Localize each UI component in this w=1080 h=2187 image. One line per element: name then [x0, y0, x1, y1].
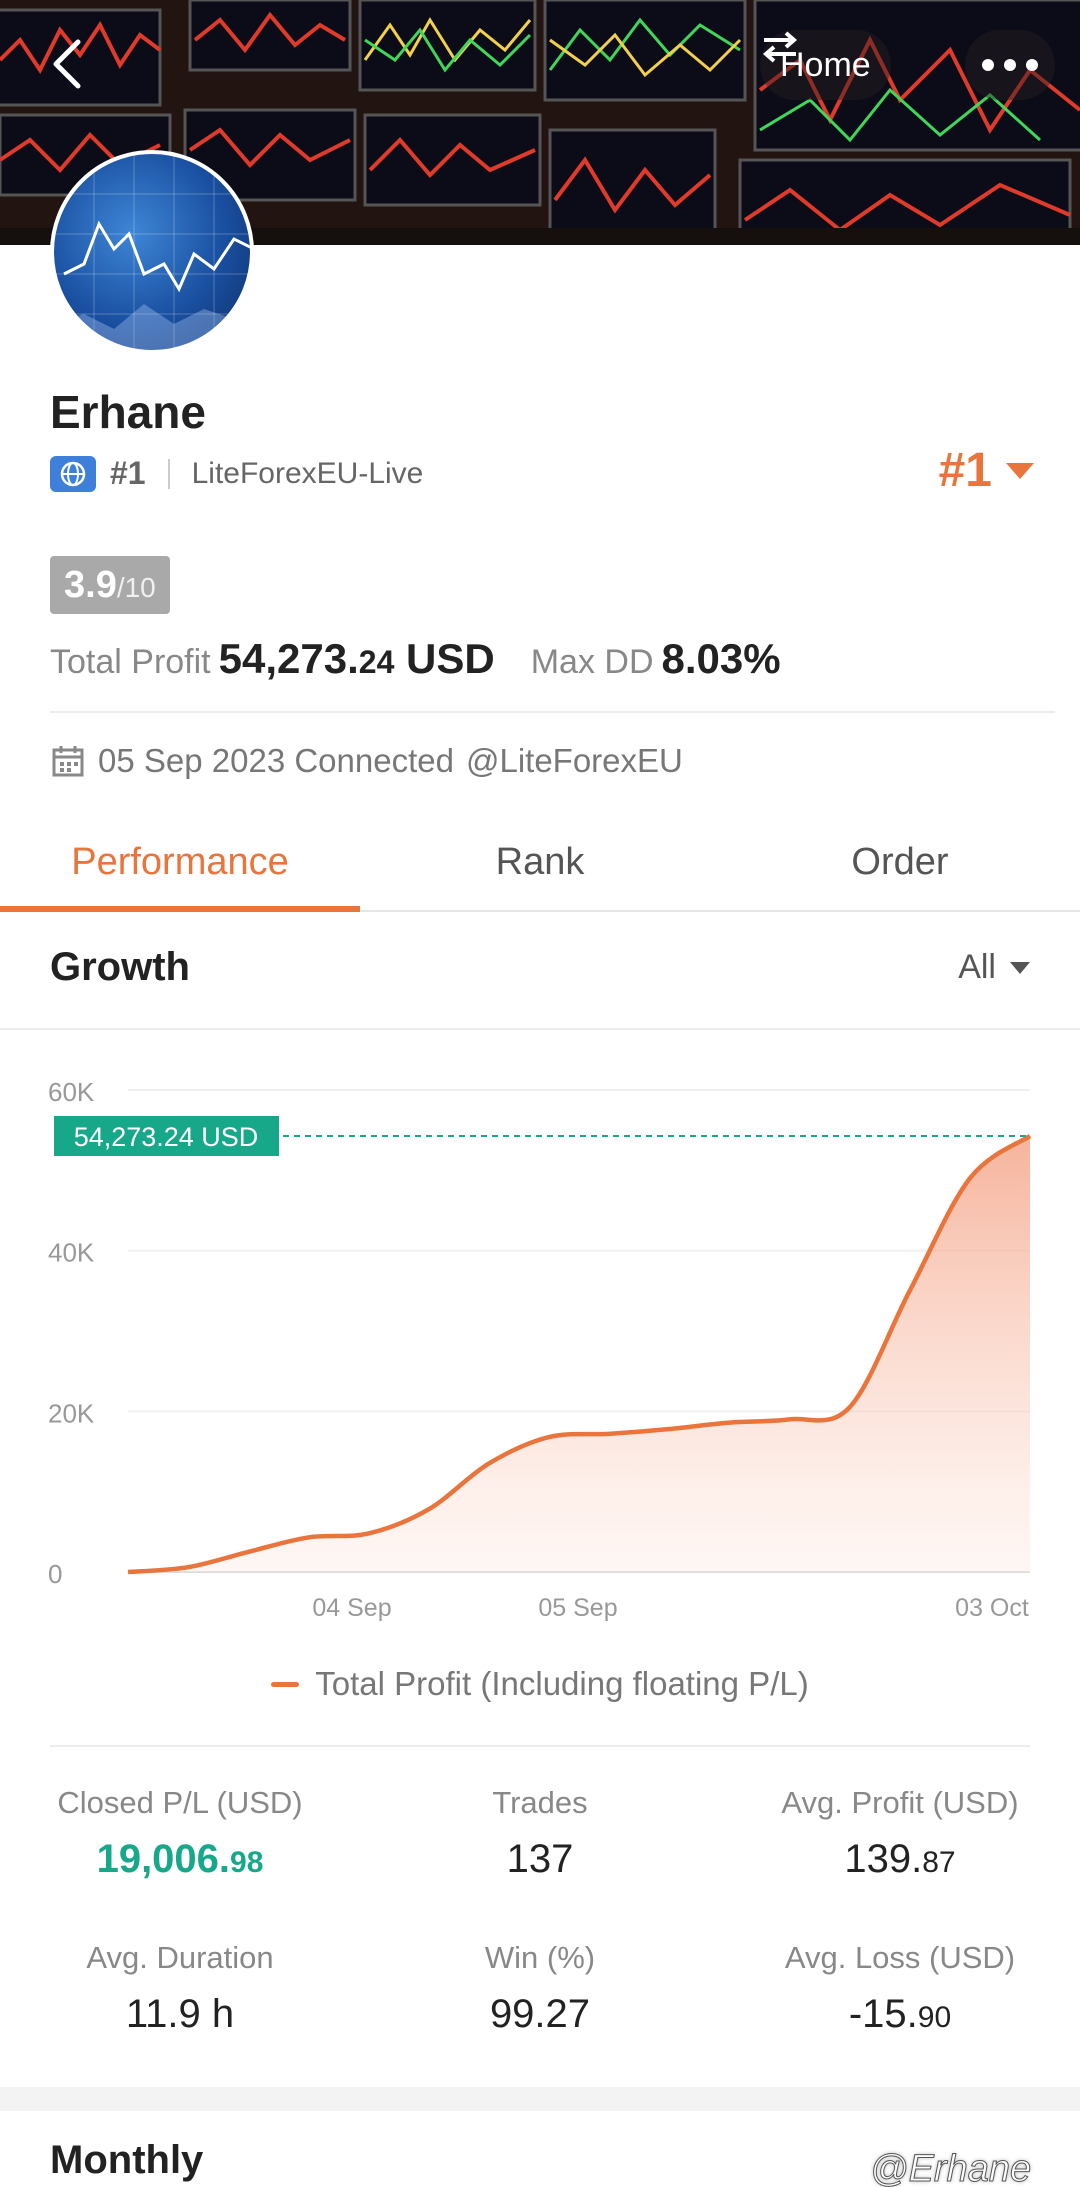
total-profit-label: Total Profit	[50, 643, 211, 681]
current-value-label: 54,273.24 USD	[74, 1122, 259, 1152]
watermark: @Erhane	[869, 2148, 1032, 2187]
divider	[0, 1028, 1080, 1030]
stats-grid: Closed P/L (USD) 19,006.98 Trades 137 Av…	[0, 1785, 1080, 2037]
connected-text: 05 Sep 2023 Connected	[98, 742, 454, 779]
legend-swatch	[271, 1681, 300, 1687]
globe-icon	[50, 455, 96, 492]
stat-trades: Trades 137	[492, 1785, 588, 1881]
more-icon-dot	[982, 59, 994, 71]
trading-screens-image	[0, 0, 1080, 251]
calendar-icon	[52, 746, 84, 777]
growth-chart[interactable]: 60K 40K 20K 0 04 Sep 05 Sep 03 Oct 54,273.24 US…	[0, 1060, 1080, 1640]
tab-order[interactable]: Order	[851, 841, 949, 883]
score-badge: 3.9 /10	[50, 556, 170, 614]
more-icon-dot	[1026, 59, 1038, 71]
max-dd-value: 8.03%	[661, 635, 781, 682]
avatar[interactable]	[50, 150, 254, 354]
stat-avg-duration: Avg. Duration 11.9 h	[86, 1940, 274, 2036]
meta-row: #1 LiteForexEU-Live	[50, 455, 423, 492]
growth-filter-dropdown[interactable]: All	[958, 948, 1030, 987]
x-tick-label: 04 Sep	[312, 1594, 391, 1622]
y-tick-label: 20K	[48, 1398, 95, 1428]
caret-down-icon	[1010, 961, 1030, 974]
home-label: Home	[780, 45, 871, 84]
tab-performance[interactable]: Performance	[0, 820, 360, 912]
broker-name: LiteForexEU-Live	[191, 456, 424, 490]
separator	[167, 458, 170, 489]
stat-avg-loss: Avg. Loss (USD) -15.90	[784, 1940, 1016, 2036]
more-button[interactable]	[965, 30, 1055, 100]
connected-row: 05 Sep 2023 Connected @LiteForexEU	[50, 742, 683, 780]
avatar-chart-image	[54, 154, 250, 350]
series-area	[128, 1136, 1030, 1572]
growth-title: Growth	[50, 945, 190, 989]
more-icon-dot	[1004, 59, 1016, 71]
stat-win-rate: Win (%) 99.27	[484, 1940, 596, 2036]
total-profit-value: 54,273.24 USD	[218, 635, 495, 682]
tab-bar: Performance Rank Order	[0, 820, 1080, 912]
score-value: 3.9	[64, 564, 117, 606]
section-gap	[0, 2087, 1080, 2111]
trader-name: Erhane	[50, 386, 206, 438]
home-button[interactable]: Home	[760, 30, 891, 100]
y-tick-label: 40K	[48, 1238, 95, 1268]
divider	[50, 711, 1055, 713]
legend-label: Total Profit (Including floating P/L)	[315, 1665, 809, 1702]
y-tick-label: 0	[48, 1559, 62, 1589]
swap-icon	[762, 31, 798, 63]
monthly-title: Monthly	[50, 2138, 204, 2182]
chart-legend: Total Profit (Including floating P/L)	[0, 1665, 1080, 1703]
current-value-badge	[54, 1116, 279, 1157]
divider	[50, 1745, 1030, 1747]
rank-big-label: #1	[938, 444, 992, 497]
series-line	[127, 1134, 1032, 1575]
back-button[interactable]	[40, 34, 100, 94]
score-max: /10	[116, 572, 156, 603]
stat-closed-pl: Closed P/L (USD) 19,006.98	[57, 1785, 303, 1881]
growth-header: Growth All	[50, 945, 1030, 990]
growth-filter-label: All	[958, 948, 996, 986]
tab-rank[interactable]: Rank	[495, 841, 585, 883]
rank-selector[interactable]: #1	[939, 443, 1034, 498]
stat-avg-profit: Avg. Profit (USD) 139.87	[781, 1785, 1019, 1881]
back-icon	[53, 39, 81, 89]
profit-row: Total Profit 54,273.24 USD Max DD 8.03%	[50, 635, 781, 683]
x-tick-label: 03 Oct	[955, 1594, 1029, 1622]
header-banner: Home	[0, 0, 1080, 251]
caret-down-icon	[1006, 462, 1034, 479]
max-dd-label: Max DD	[530, 643, 654, 681]
y-tick-label: 60K	[48, 1077, 95, 1107]
global-rank: #1	[110, 455, 146, 491]
connected-handle[interactable]: @LiteForexEU	[465, 742, 683, 779]
x-tick-label: 05 Sep	[538, 1594, 617, 1622]
